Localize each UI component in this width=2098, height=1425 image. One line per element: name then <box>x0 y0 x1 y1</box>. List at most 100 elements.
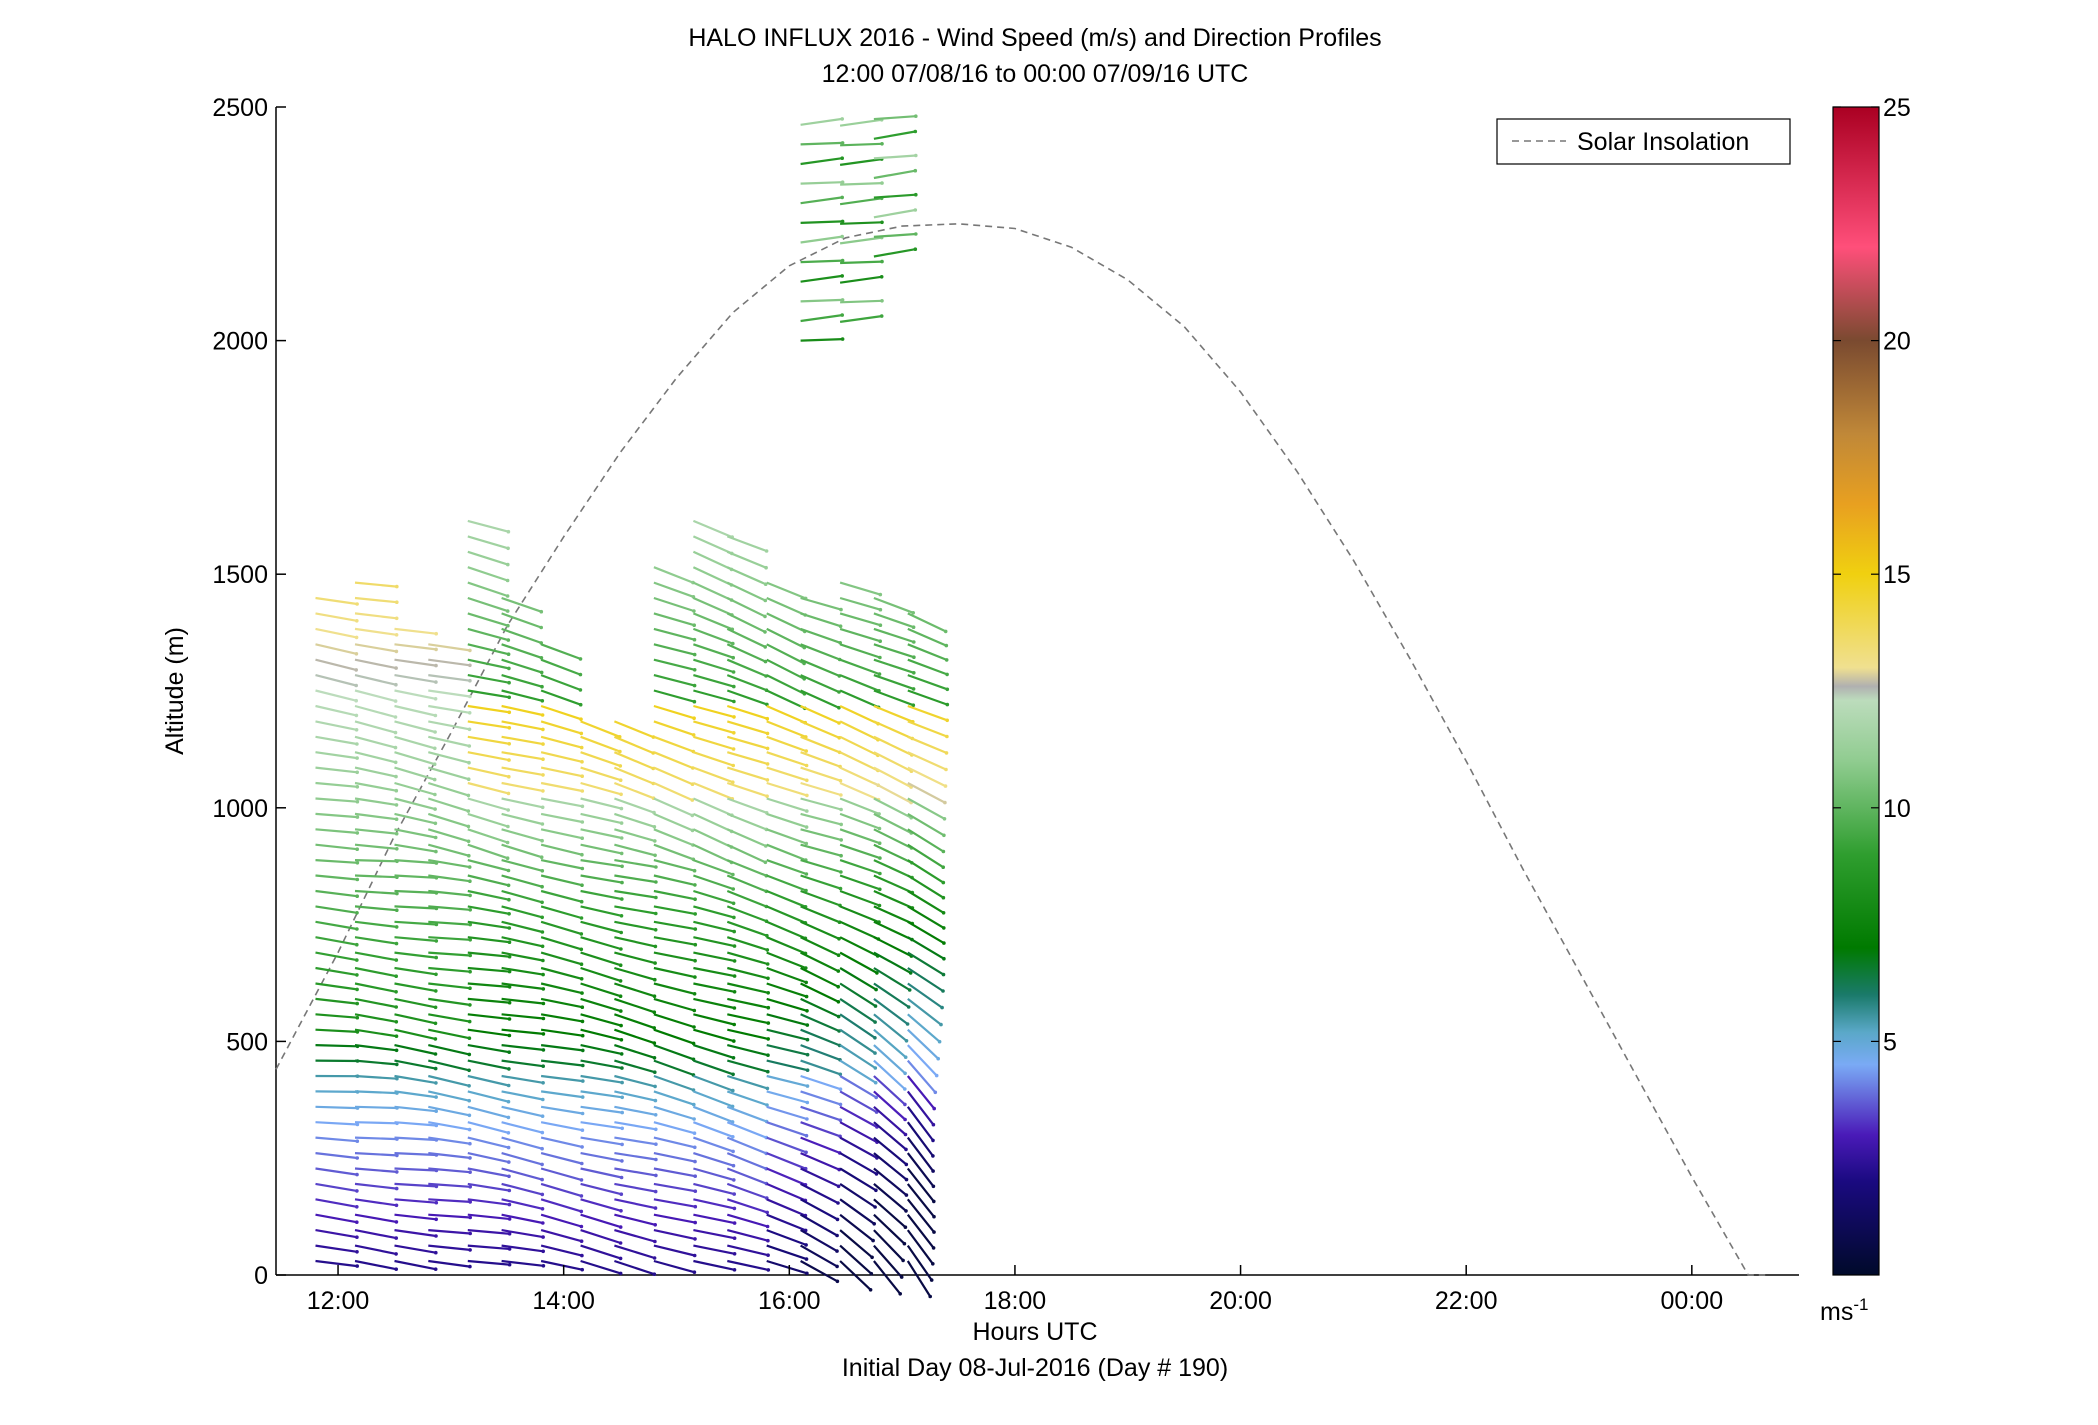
wind-vector <box>692 581 733 602</box>
wind-vector-head <box>467 744 472 748</box>
wind-vector <box>580 1259 622 1275</box>
wind-vector <box>800 735 841 754</box>
wind-vector <box>766 658 805 680</box>
wind-vector-head <box>654 1173 658 1178</box>
wind-vector <box>653 674 695 687</box>
wind-vector-head <box>691 733 696 737</box>
wind-vector <box>501 859 543 872</box>
wind-vector-head <box>804 966 808 970</box>
wind-vector-head <box>618 1271 623 1276</box>
wind-vector <box>428 1013 470 1023</box>
wind-vector <box>800 1013 840 1033</box>
wind-vector-head <box>540 915 544 920</box>
wind-vector-head <box>507 710 512 715</box>
wind-vector-head <box>805 1023 810 1027</box>
wind-vector-head <box>764 549 769 553</box>
wind-vector <box>653 1121 695 1135</box>
wind-vector <box>614 889 657 899</box>
wind-vector-head <box>579 1178 584 1182</box>
wind-vector-upper-head <box>840 337 845 341</box>
wind-vector <box>693 1136 734 1153</box>
wind-vector-head <box>541 1064 545 1068</box>
wind-vector-head <box>580 774 584 778</box>
wind-vector-head <box>505 609 510 613</box>
wind-vector-head <box>466 824 471 829</box>
wind-vector-head <box>468 922 473 927</box>
wind-vector <box>315 1182 358 1192</box>
wind-vector-head <box>904 1162 909 1167</box>
wind-vector <box>726 874 767 893</box>
wind-vector <box>693 936 735 948</box>
wind-vector <box>614 1213 656 1226</box>
wind-vector <box>394 1044 436 1056</box>
wind-vector <box>693 751 734 767</box>
wind-vector-head <box>395 1062 399 1067</box>
wind-vector-head <box>732 929 736 934</box>
wind-vector <box>907 735 947 754</box>
colorbar-tick-label: 25 <box>1883 94 1911 122</box>
wind-vector-head <box>874 1095 878 1100</box>
wind-vector-head <box>466 839 471 844</box>
wind-vector <box>726 550 767 569</box>
wind-vector-head <box>507 680 511 685</box>
wind-vector <box>873 1090 906 1121</box>
wind-vector <box>467 766 510 778</box>
wind-vector <box>873 766 912 789</box>
wind-vector-head <box>941 989 945 993</box>
wind-vector <box>540 951 582 966</box>
wind-vector-head <box>434 1081 438 1085</box>
wind-vector <box>873 1213 906 1245</box>
wind-vector-head <box>466 793 471 798</box>
wind-vector <box>467 751 510 762</box>
wind-vector-upper <box>800 338 843 342</box>
wind-vector <box>354 612 397 620</box>
wind-vector <box>354 581 397 588</box>
wind-vector <box>540 920 582 935</box>
wind-vector <box>580 751 621 767</box>
wind-vector-head <box>931 1246 936 1250</box>
wind-vector-head <box>433 1267 438 1271</box>
wind-vector-head <box>434 647 438 652</box>
wind-vector-head <box>653 1070 657 1074</box>
wind-vector-head <box>580 1111 585 1116</box>
wind-vector <box>766 1044 808 1056</box>
wind-vector <box>467 1044 510 1054</box>
wind-vector <box>726 781 768 798</box>
wind-vector-head <box>541 987 546 991</box>
wind-vector <box>614 1136 657 1146</box>
wind-vector-head <box>432 762 437 766</box>
wind-vector <box>354 720 396 734</box>
wind-vector <box>354 1105 398 1110</box>
wind-vector <box>766 766 808 782</box>
wind-vector-head <box>355 756 359 760</box>
wind-vector <box>501 643 542 659</box>
wind-vector <box>467 781 509 795</box>
wind-vector <box>907 859 944 884</box>
wind-vector <box>354 828 397 835</box>
wind-vector <box>653 1044 694 1061</box>
wind-vector <box>726 1136 767 1155</box>
wind-vector-head <box>932 1199 936 1204</box>
wind-vector <box>726 704 768 720</box>
wind-vector-head <box>355 1250 359 1254</box>
wind-vector-head <box>507 1232 512 1236</box>
wind-vector <box>501 982 544 990</box>
wind-vector <box>540 1152 583 1165</box>
wind-vector <box>766 1244 807 1261</box>
wind-vector-head <box>541 1097 545 1102</box>
wind-vector-head <box>619 821 624 825</box>
wind-vector <box>766 751 807 767</box>
wind-vector <box>766 720 807 738</box>
wind-vector-head <box>765 778 770 782</box>
wind-vector <box>766 781 808 797</box>
wind-vector <box>653 1244 695 1257</box>
wind-vector-head <box>468 908 473 912</box>
wind-vector-upper <box>873 154 916 160</box>
wind-vector <box>614 1105 656 1116</box>
wind-vector-head <box>579 731 584 736</box>
wind-vector <box>394 951 437 959</box>
wind-vector-head <box>468 969 472 974</box>
wind-vector-head <box>355 1015 360 1020</box>
wind-vector-head <box>943 629 948 634</box>
wind-vector <box>839 1075 877 1099</box>
